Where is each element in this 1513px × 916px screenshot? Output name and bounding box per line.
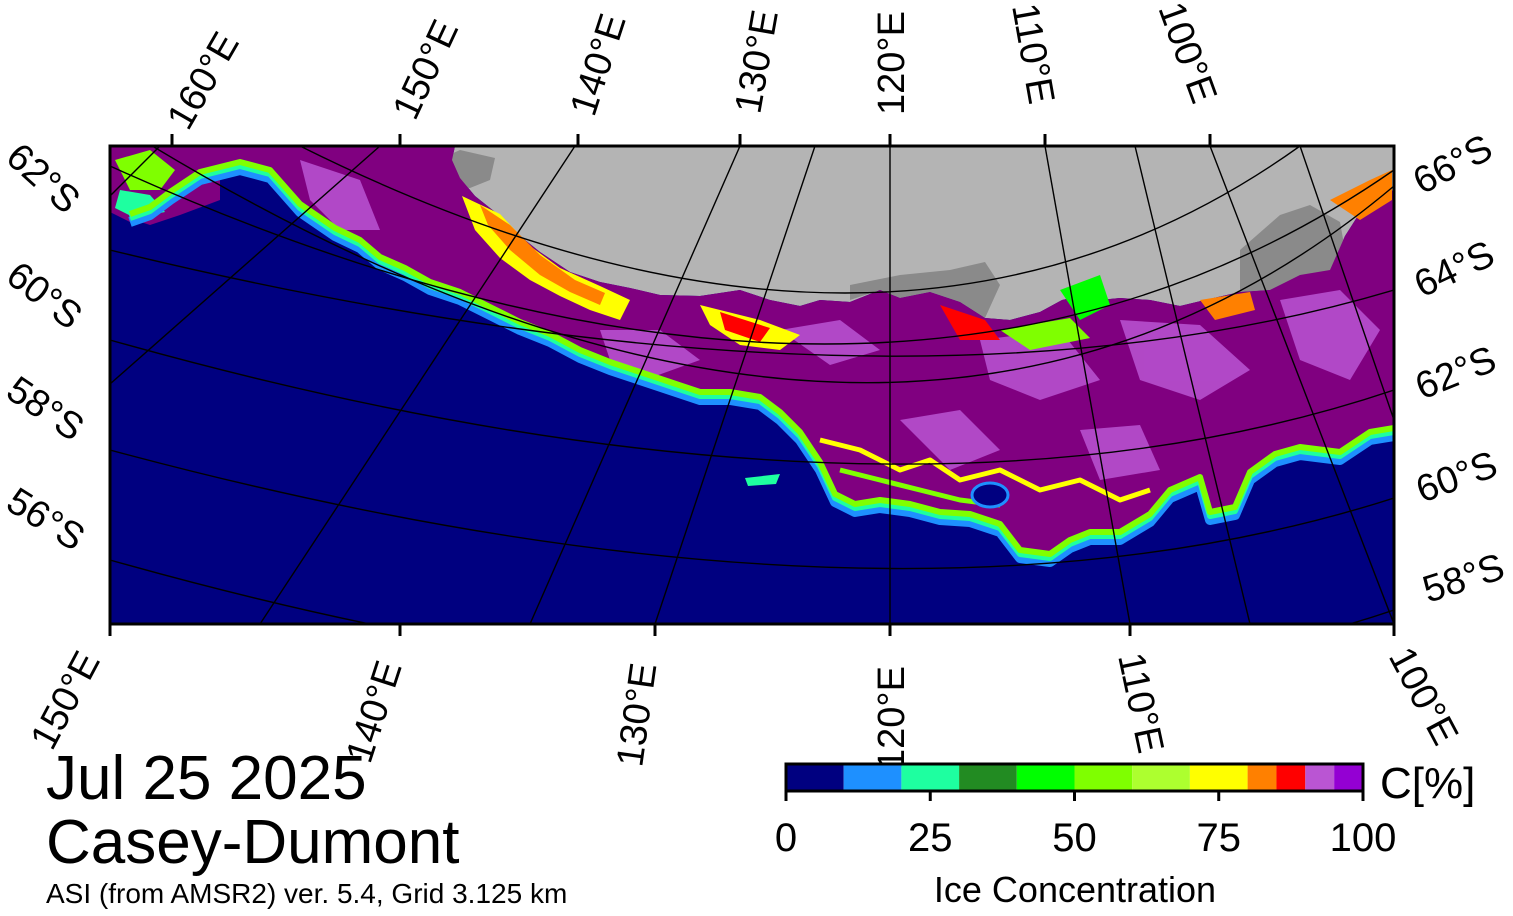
antarctic-land — [452, 146, 1394, 320]
top-lon-label-5: 110°E — [1003, 0, 1062, 107]
top-lon-label-0: 160°E — [159, 25, 247, 136]
colorbar-bin-10 — [1305, 764, 1335, 791]
meridian-lines — [110, 146, 1394, 624]
right-lat-label-1: 64°S — [1408, 233, 1501, 306]
right-lat-label-4: 58°S — [1418, 546, 1510, 612]
colorbar-bin-9 — [1276, 764, 1306, 791]
right-lat-label-2: 62°S — [1410, 338, 1503, 408]
bottom-lon-label-2: 130°E — [609, 660, 665, 769]
colorbar-bin-7 — [1189, 764, 1248, 791]
colorbar-bin-5 — [1074, 764, 1133, 791]
top-longitude-labels: 160°E 150°E 140°E 130°E 120°E 110°E 100°… — [159, 0, 1224, 137]
bottom-lon-label-0: 150°E — [23, 645, 109, 757]
source-note: ASI (from AMSR2) ver. 5.4, Grid 3.125 km — [46, 878, 568, 909]
map-frame — [108, 144, 1396, 626]
left-lat-label-3: 56°S — [0, 480, 92, 560]
colorbar-bin-3 — [959, 764, 1017, 791]
polynya — [970, 481, 1010, 509]
bottom-lon-label-3: 120°E — [871, 666, 913, 770]
colorbar-bin-11 — [1334, 764, 1363, 791]
colorbar-legend: 0 25 50 75 100 C[%] Ice Concentration — [775, 759, 1475, 910]
region-title: Casey-Dumont — [46, 808, 460, 877]
colorbar-tick-label-1: 25 — [908, 816, 953, 860]
date-title: Jul 25 2025 — [46, 744, 367, 813]
latitude-lines — [110, 146, 1394, 624]
colorbar-tick-label-4: 100 — [1330, 816, 1397, 860]
left-latitude-labels: 62°S 60°S 58°S 56°S — [0, 135, 92, 559]
top-lon-label-6: 100°E — [1150, 0, 1225, 109]
right-latitude-labels: 66°S 64°S 62°S 60°S 58°S — [1407, 127, 1510, 612]
top-lon-label-2: 140°E — [563, 9, 635, 121]
ice-edge-bands — [128, 159, 1394, 567]
colorbar-tick-label-3: 75 — [1197, 816, 1242, 860]
top-lon-label-3: 130°E — [728, 7, 787, 117]
colorbar-bin-8 — [1247, 764, 1277, 791]
colorbar-bin-1 — [843, 764, 902, 791]
colorbar-unit-label: C[%] — [1380, 759, 1475, 808]
left-lat-label-1: 60°S — [0, 254, 90, 338]
top-lon-label-4: 120°E — [871, 11, 913, 115]
left-lat-label-0: 62°S — [0, 135, 88, 222]
land-shadow-central — [850, 262, 1000, 318]
bottom-lon-label-5: 100°E — [1380, 641, 1466, 753]
colorbar-tick-label-2: 50 — [1052, 816, 1097, 860]
colorbar-bins — [786, 764, 1363, 791]
colorbar-bin-4 — [1016, 764, 1075, 791]
top-frame-ticks — [170, 134, 1212, 146]
small-floes — [745, 474, 780, 486]
colorbar-title: Ice Concentration — [934, 869, 1216, 910]
bottom-lon-label-4: 110°E — [1109, 649, 1171, 757]
colorbar-bin-6 — [1132, 764, 1190, 791]
colorbar-ticks: 0 25 50 75 100 — [775, 791, 1397, 860]
top-lon-label-1: 150°E — [385, 14, 467, 126]
left-lat-label-2: 58°S — [0, 369, 91, 450]
sea-ice-pack — [110, 146, 1394, 562]
colorbar-bin-0 — [786, 764, 844, 791]
colorbar-bin-2 — [901, 764, 960, 791]
colorbar-tick-label-0: 0 — [775, 816, 797, 860]
right-lat-label-3: 60°S — [1411, 444, 1503, 512]
land-shadow-east — [1240, 205, 1345, 292]
right-lat-label-0: 66°S — [1407, 127, 1500, 203]
bottom-frame-ticks — [108, 624, 1396, 636]
